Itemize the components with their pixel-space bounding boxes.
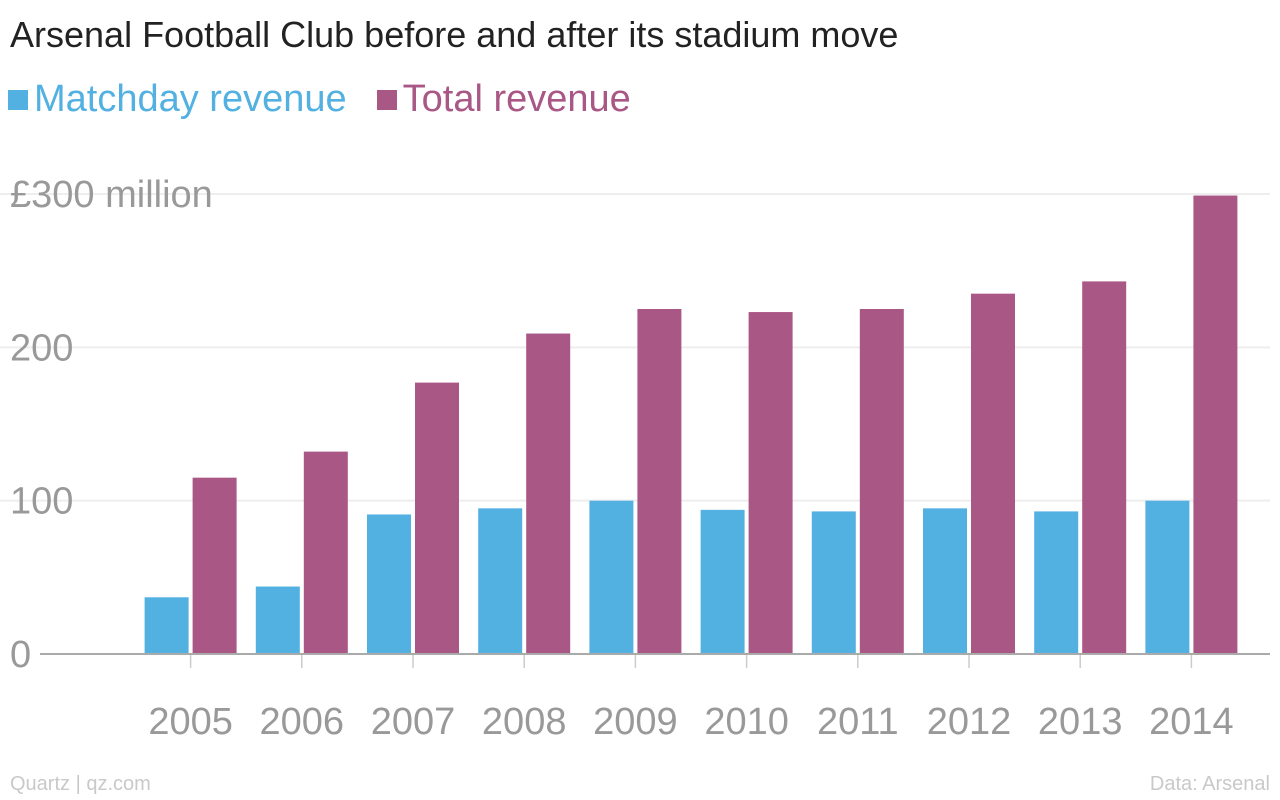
bar-matchday-2006: [255, 586, 300, 654]
gridlines: [0, 193, 1270, 502]
bar-matchday-2014: [1145, 500, 1190, 654]
bar-matchday-2012: [923, 508, 967, 654]
y-tick-label-100: 100: [10, 481, 73, 523]
x-tick-label-2014: 2014: [1149, 701, 1234, 743]
bar-matchday-2011: [811, 511, 856, 654]
x-tick-label-2012: 2012: [927, 701, 1012, 743]
axes: 0 100 200 £300 million 2005 2006 2007 2008 2009 2…: [10, 174, 1270, 743]
bar-matchday-2005: [144, 597, 189, 654]
bar-matchday-2008: [478, 508, 523, 654]
y-tick-label-200: 200: [10, 327, 73, 369]
x-tick-label-2010: 2010: [704, 701, 789, 743]
legend-item-matchday: Matchday revenue: [8, 78, 347, 121]
legend-swatch-total: [376, 89, 397, 110]
x-tick-label-2005: 2005: [148, 701, 233, 743]
bar-total-2010: [748, 312, 793, 654]
data-source: Data: Arsenal: [1149, 773, 1270, 795]
y-tick-label-300: £300 million: [10, 174, 213, 216]
x-tick-label-2008: 2008: [482, 701, 567, 743]
x-tick-label-2007: 2007: [371, 701, 456, 743]
bar-total-2007: [415, 382, 459, 654]
legend-label-matchday: Matchday revenue: [34, 78, 347, 120]
bar-total-2012: [971, 293, 1015, 654]
bars: [144, 195, 1238, 655]
legend: Matchday revenue Total revenue: [8, 78, 631, 121]
y-tick-label-0: 0: [10, 634, 31, 676]
bar-matchday-2010: [700, 509, 745, 654]
bar-matchday-2009: [589, 500, 634, 654]
x-tick-label-2011: 2011: [817, 701, 899, 743]
legend-label-total: Total revenue: [402, 78, 631, 120]
chart-title: Arsenal Football Club before and after i…: [10, 14, 899, 55]
legend-swatch-matchday: [8, 89, 28, 110]
bar-matchday-2007: [367, 514, 411, 654]
bar-total-2006: [303, 451, 348, 654]
bar-total-2009: [637, 309, 682, 654]
x-tick-label-2006: 2006: [260, 701, 345, 743]
bar-total-2005: [192, 477, 237, 654]
x-tick-label-2013: 2013: [1038, 701, 1123, 743]
bar-total-2008: [526, 333, 571, 654]
bar-total-2011: [859, 309, 904, 654]
bar-total-2014: [1193, 195, 1238, 655]
source-credit: Quartz | qz.com: [10, 773, 151, 795]
bar-total-2013: [1082, 281, 1127, 654]
bar-matchday-2013: [1034, 511, 1079, 654]
x-tick-label-2009: 2009: [593, 701, 678, 743]
legend-item-total: Total revenue: [376, 78, 631, 121]
